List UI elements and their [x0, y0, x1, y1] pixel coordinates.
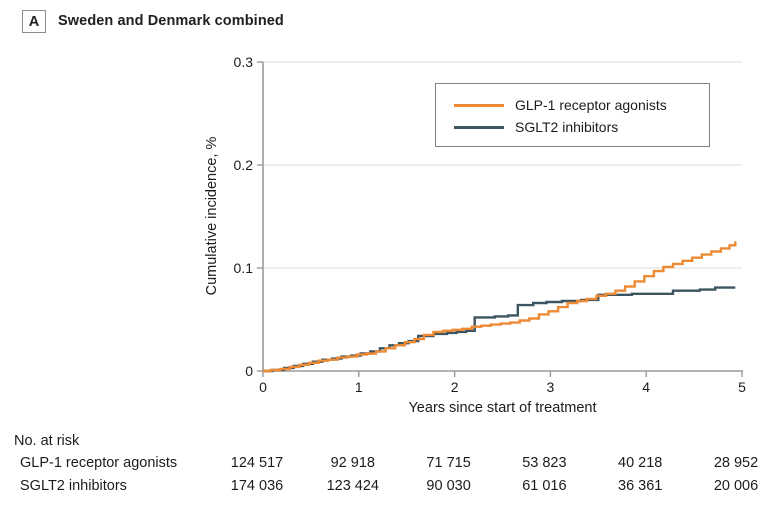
x-tick-label: 1	[354, 379, 363, 395]
panel-label-text: A	[28, 13, 40, 30]
risk-count: 40 218	[618, 455, 663, 471]
risk-count: 28 952	[713, 455, 759, 471]
x-tick-label: 3	[546, 379, 555, 395]
risk-count: 61 016	[522, 478, 567, 494]
panel-title: Sweden and Denmark combined	[58, 13, 284, 29]
legend-label-sglt2: SGLT2 inhibitors	[515, 119, 619, 135]
risk-count: 20 006	[713, 478, 759, 494]
y-tick-label: 0	[245, 363, 253, 379]
series-curve-glp1	[263, 241, 737, 373]
series-curve-sglt2	[263, 286, 736, 373]
legend-row-glp1: GLP-1 receptor agonists	[454, 94, 709, 116]
y-tick-label: 0.1	[233, 260, 253, 276]
risk-row-label-glp1: GLP-1 receptor agonists	[20, 455, 178, 471]
risk-count: 71 715	[426, 455, 471, 471]
y-tick-label: 0.3	[233, 54, 253, 70]
panel-label: A	[22, 10, 46, 33]
glp1-line-swatch	[454, 103, 504, 107]
x-tick-label: 5	[738, 379, 746, 395]
y-tick-label: 0.2	[233, 157, 253, 173]
risk-count: 124 517	[230, 455, 284, 471]
chart-legend: GLP-1 receptor agonists SGLT2 inhibitors	[435, 83, 710, 147]
x-tick-label: 4	[642, 379, 651, 395]
legend-row-sglt2: SGLT2 inhibitors	[454, 116, 709, 138]
risk-count: 92 918	[330, 455, 375, 471]
x-tick-label: 2	[450, 379, 459, 395]
sglt2-line-swatch	[454, 125, 504, 129]
legend-label-glp1: GLP-1 receptor agonists	[515, 97, 667, 113]
risk-count: 90 030	[426, 478, 471, 494]
risk-count: 36 361	[618, 478, 663, 494]
risk-count: 53 823	[522, 455, 567, 471]
x-axis-title: Years since start of treatment	[408, 400, 597, 416]
cumulative-incidence-chart	[257, 61, 743, 377]
x-tick-label: 0	[259, 379, 267, 395]
risk-row-label-sglt2: SGLT2 inhibitors	[20, 478, 127, 494]
risk-count: 123 424	[326, 478, 379, 494]
risk-table-header: No. at risk	[14, 433, 80, 449]
risk-count: 174 036	[230, 478, 284, 494]
